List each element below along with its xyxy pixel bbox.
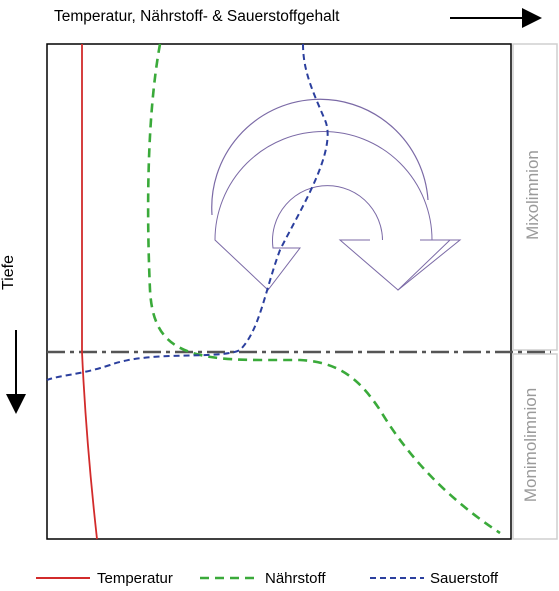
legend-temperature-label: Temperatur: [97, 570, 173, 587]
temperature-curve: [81, 44, 98, 540]
zone-label-mixolimnion: Mixolimnion: [522, 150, 542, 240]
monimolimnion-panel: [512, 353, 558, 540]
oxygen-curve: [46, 43, 329, 381]
nutrient-curve: [146, 43, 501, 535]
circulation-arrows: [211, 98, 429, 216]
plot-frame: [46, 43, 512, 540]
legend-oxygen-label: Sauerstoff: [430, 570, 499, 587]
circular-arrows-icon: [214, 131, 462, 291]
legend-nutrient-label: Nährstoff: [265, 570, 326, 587]
x-axis-title: Temperatur, Nährstoff- & Sauerstoffgehal…: [54, 8, 340, 25]
zone-label-monimolimnion: Monimolimnion: [521, 387, 541, 503]
mixolimnion-panel: [512, 43, 558, 351]
